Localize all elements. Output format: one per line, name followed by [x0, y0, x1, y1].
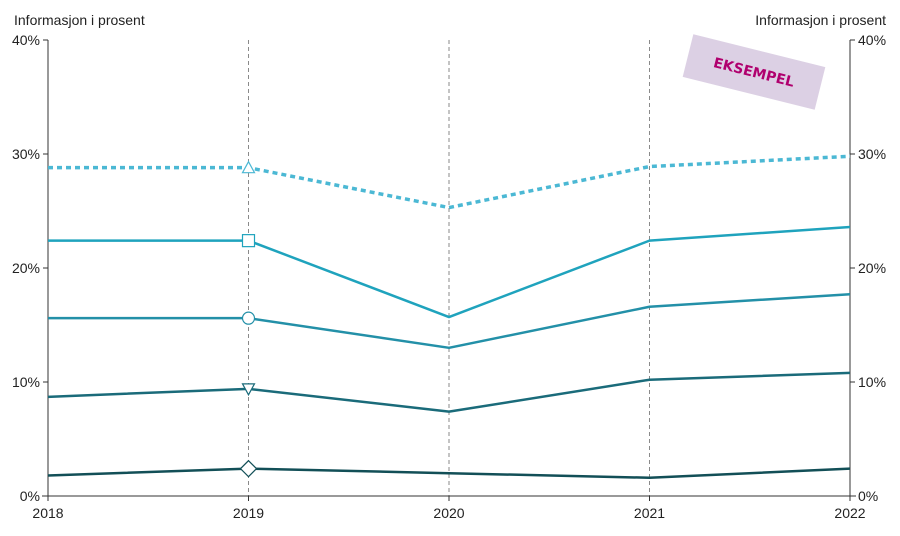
series-marker-2 — [241, 234, 256, 248]
y-tick-label-left: 0% — [20, 488, 40, 504]
y-tick-label-right: 0% — [858, 488, 878, 504]
series-line-2 — [48, 225, 851, 319]
y-tick-label-right: 30% — [858, 146, 886, 162]
y-tick-label-right: 40% — [858, 32, 886, 48]
x-tick-label-2022: 2022 — [834, 505, 865, 521]
series-marker-3 — [241, 311, 256, 325]
series-line-3 — [48, 292, 851, 350]
x-tick-label-2018: 2018 — [32, 505, 63, 521]
y-tick-label-left: 10% — [12, 374, 40, 390]
grid-layer — [248, 40, 851, 496]
y-axis-title-left: Informasjon i prosent — [14, 12, 145, 28]
marker-layer — [239, 160, 258, 478]
x-tick-label-2019: 2019 — [233, 505, 264, 521]
y-tick-label-left: 30% — [12, 146, 40, 162]
series-line-1 — [48, 154, 851, 210]
watermark-stamp: EKSEMPEL — [682, 34, 826, 110]
x-tick-label-2021: 2021 — [634, 505, 665, 521]
series-marker-5 — [239, 459, 258, 478]
y-tick-label-left: 40% — [12, 32, 40, 48]
series-marker-1 — [241, 160, 256, 174]
series-layer — [47, 154, 851, 480]
series-line-5 — [47, 467, 851, 480]
series-marker-4 — [241, 383, 256, 397]
watermark-box — [682, 34, 826, 110]
y-tick-label-right: 10% — [858, 374, 886, 390]
axis-layer: 0% 0% 10% 10% 20% 20% 30% 30% 40% 40% 2018 2019 2020… — [12, 32, 886, 521]
y-tick-label-right: 20% — [858, 260, 886, 276]
y-tick-label-left: 20% — [12, 260, 40, 276]
y-axis-title-right: Informasjon i prosent — [755, 12, 886, 28]
series-line-4 — [47, 371, 851, 413]
x-tick-label-2020: 2020 — [433, 505, 464, 521]
